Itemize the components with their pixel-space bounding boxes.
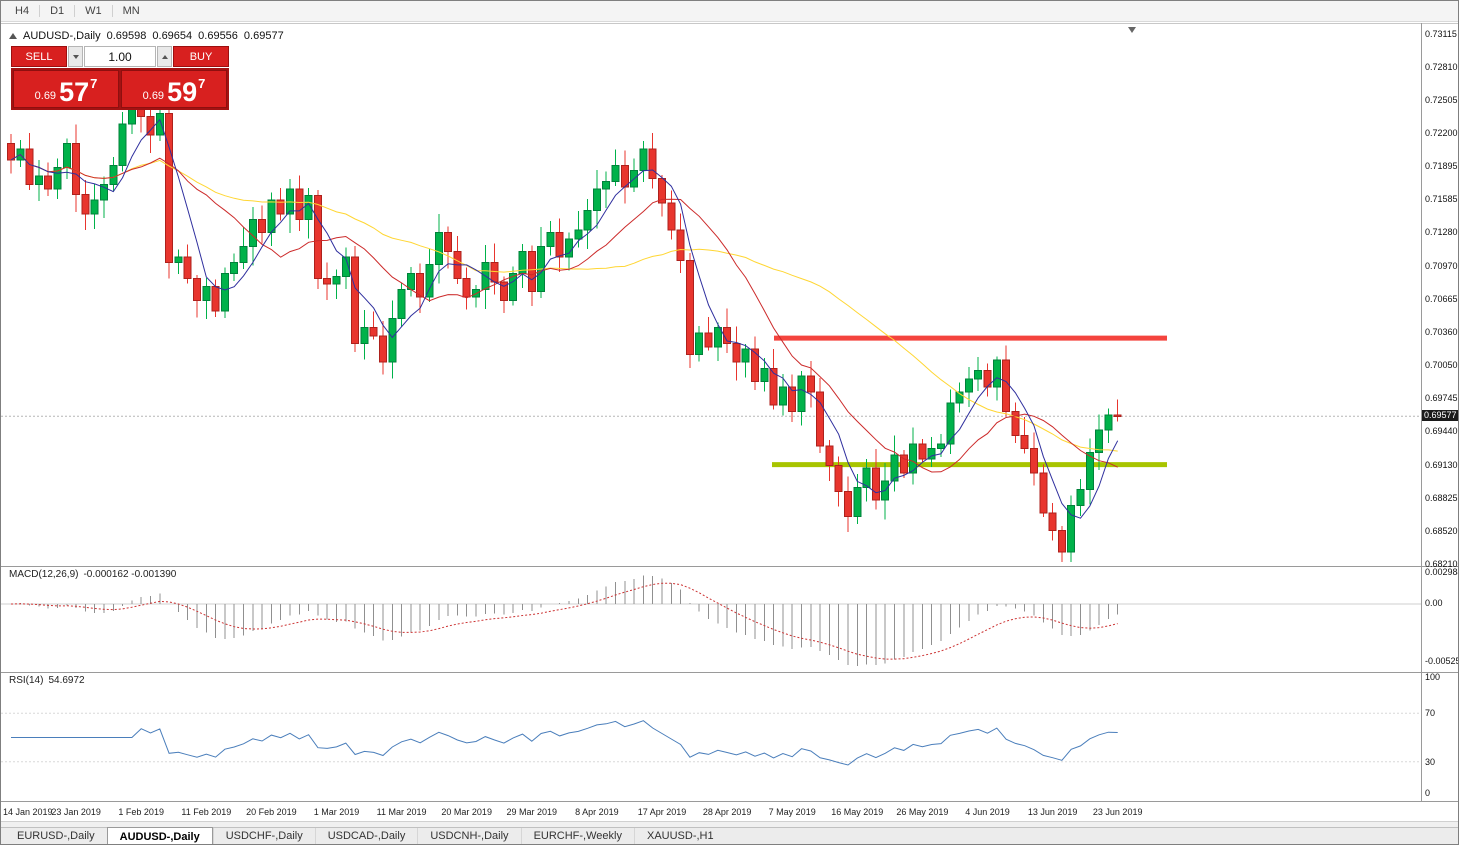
chart-ohlc-header: AUDUSD-,Daily 0.69598 0.69654 0.69556 0.… <box>9 30 284 42</box>
price-axis-label: 0.71280 <box>1425 227 1458 238</box>
macd-axis-label: 0.00 <box>1425 598 1443 608</box>
timeframe-h4-button[interactable]: H4 <box>15 5 30 17</box>
date-axis-label: 11 Mar 2019 <box>376 807 427 817</box>
toolbar-separator <box>74 5 76 17</box>
sell-price-pips: 57 <box>59 77 90 108</box>
date-axis-label: 11 Feb 2019 <box>181 807 232 817</box>
current-price-tag: 0.69577 <box>1422 410 1458 421</box>
tab-eurusd-daily[interactable]: EURUSD-,Daily <box>17 830 95 842</box>
volume-input[interactable] <box>84 46 156 67</box>
tab-xauusd-h1[interactable]: XAUUSD-,H1 <box>633 828 726 844</box>
price-axis-label: 0.70665 <box>1425 293 1458 304</box>
tab-audusd-daily[interactable]: AUDUSD-,Daily <box>106 827 213 844</box>
price-axis-label: 0.69745 <box>1425 393 1458 404</box>
macd-name: MACD(12,26,9) <box>9 569 79 580</box>
date-axis-label: 1 Mar 2019 <box>313 807 360 817</box>
candlestick-chart-canvas[interactable] <box>1 23 1459 801</box>
buy-price-pipette: 7 <box>198 76 206 91</box>
date-axis-label: 23 Jan 2019 <box>51 807 101 817</box>
one-click-trading-panel: SELL BUY 0.69 57 7 0.69 59 7 <box>11 46 229 110</box>
rsi-axis-label: 30 <box>1425 757 1436 767</box>
date-axis-label: 20 Mar 2019 <box>441 807 492 817</box>
date-axis-label: 29 Mar 2019 <box>506 807 558 817</box>
chart-tabs-bar: EURUSD-,Daily AUDUSD-,Daily USDCHF-,Daily U… <box>1 827 1458 844</box>
date-axis-label: 28 Apr 2019 <box>702 807 752 817</box>
date-axis-label: 14 Jan 2019 <box>3 807 53 817</box>
macd-values: -0.000162 -0.001390 <box>83 569 177 580</box>
horizontal-scrollbar[interactable] <box>1 821 1458 828</box>
date-axis-label: 13 Jun 2019 <box>1027 807 1078 817</box>
timeframe-w1-button[interactable]: W1 <box>85 5 102 17</box>
level-lines <box>772 335 1167 468</box>
chart-low-value: 0.69556 <box>198 30 238 42</box>
timeframe-toolbar: H4 D1 W1 MN <box>1 1 1458 22</box>
tab-usdcnh-daily[interactable]: USDCNH-,Daily <box>417 828 520 844</box>
chart-close-value: 0.69577 <box>243 30 284 42</box>
timeframe-d1-button[interactable]: D1 <box>50 5 65 17</box>
price-axis-label: 0.72810 <box>1425 61 1458 72</box>
price-axis-label: 0.68520 <box>1425 525 1458 536</box>
toolbar-separator <box>39 5 41 17</box>
price-axis-label: 0.68210 <box>1425 559 1458 569</box>
tab-eurchf-weekly[interactable]: EURCHF-,Weekly <box>520 828 634 844</box>
rsi-axis-label: 100 <box>1425 672 1441 682</box>
price-axis-label: 0.73115 <box>1425 29 1457 39</box>
price-axis-label: 0.72200 <box>1425 127 1458 138</box>
toolbar-separator <box>111 5 113 17</box>
buy-price-button[interactable]: 0.69 59 7 <box>121 70 227 108</box>
macd-axis-label: 0.002984 <box>1425 567 1459 577</box>
price-axis-label: 0.69130 <box>1425 459 1458 470</box>
price-axis-label: 0.71895 <box>1425 160 1458 171</box>
rsi-name: RSI(14) <box>9 675 44 686</box>
rsi-value: 54.6972 <box>48 675 85 686</box>
price-axis-label: 0.70970 <box>1425 260 1458 271</box>
chart-high-value: 0.69654 <box>152 30 193 42</box>
date-axis-label: 17 Apr 2019 <box>637 807 687 817</box>
price-axis-label: 0.68825 <box>1425 492 1458 503</box>
date-axis-label: 7 May 2019 <box>768 807 816 817</box>
sell-price-button[interactable]: 0.69 57 7 <box>13 70 119 108</box>
tab-usdchf-daily[interactable]: USDCHF-,Daily <box>212 828 315 844</box>
date-axis-label: 23 Jun 2019 <box>1092 807 1143 817</box>
volume-decrease-button[interactable] <box>68 46 83 67</box>
rsi-axis-label: 0 <box>1425 788 1431 798</box>
price-axis-label: 0.69440 <box>1425 426 1458 437</box>
price-axis-label: 0.70050 <box>1425 360 1458 371</box>
date-axis-label: 16 May 2019 <box>831 807 884 817</box>
price-axis-label: 0.72505 <box>1425 94 1458 105</box>
price-axis-label: 0.71585 <box>1425 194 1458 205</box>
timeframe-mn-button[interactable]: MN <box>122 5 140 17</box>
rsi-indicator-label: RSI(14) 54.6972 <box>9 675 85 686</box>
panel-frame <box>1 23 1458 801</box>
date-axis-label: 20 Feb 2019 <box>246 807 297 817</box>
rsi-axis-label: 70 <box>1425 708 1436 718</box>
volume-increase-button[interactable] <box>157 46 172 67</box>
date-axis-label: 4 Jun 2019 <box>965 807 1010 817</box>
date-axis[interactable]: 14 Jan 2019 23 Jan 2019 1 Feb 2019 11 Feb 2… <box>1 801 1458 822</box>
chart-symbol-label: AUDUSD-,Daily <box>23 30 101 42</box>
buy-price-pips: 59 <box>167 77 198 108</box>
macd-indicator-label: MACD(12,26,9) -0.000162 -0.001390 <box>9 569 176 580</box>
buy-button[interactable]: BUY <box>173 46 229 67</box>
date-axis-label: 26 May 2019 <box>896 807 949 817</box>
chart-shift-marker-icon[interactable] <box>1128 27 1136 33</box>
macd-axis-label: -0.005254 <box>1425 656 1458 666</box>
moving-averages-layer <box>10 118 1119 519</box>
tab-usdcad-daily[interactable]: USDCAD-,Daily <box>314 828 418 844</box>
symbol-marker-icon <box>9 33 17 39</box>
buy-price-figure: 0.69 <box>142 90 165 102</box>
price-axis-label: 0.70360 <box>1425 326 1458 337</box>
date-axis-label: 8 Apr 2019 <box>575 807 619 817</box>
macd-layer <box>1 575 1421 666</box>
rsi-layer <box>1 712 1421 766</box>
date-axis-label: 1 Feb 2019 <box>118 807 164 817</box>
sell-price-figure: 0.69 <box>34 90 57 102</box>
sell-button[interactable]: SELL <box>11 46 67 67</box>
sell-price-pipette: 7 <box>90 76 98 91</box>
chart-open-value: 0.69598 <box>106 30 147 42</box>
